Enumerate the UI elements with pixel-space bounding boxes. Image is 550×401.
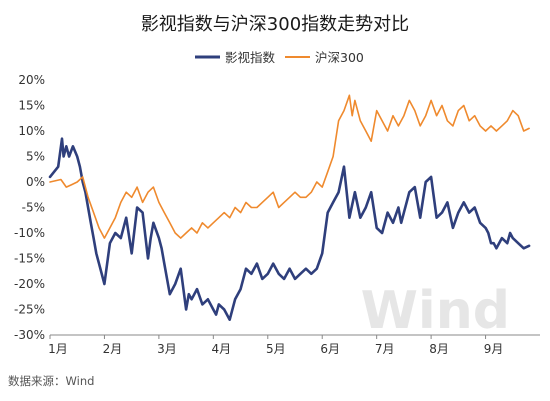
legend: 影视指数 沪深300 bbox=[195, 50, 364, 65]
x-tick-label: 2月 bbox=[103, 342, 123, 356]
y-tick-label: -20% bbox=[14, 277, 45, 291]
y-tick-label: 20% bbox=[18, 73, 45, 87]
x-tick-label: 7月 bbox=[375, 342, 395, 356]
legend-label-1: 影视指数 bbox=[225, 50, 276, 65]
y-tick-label: 10% bbox=[18, 124, 45, 138]
x-tick-label: 3月 bbox=[157, 342, 177, 356]
source-note: 数据来源：Wind bbox=[8, 374, 94, 388]
legend-label-2: 沪深300 bbox=[315, 50, 364, 65]
y-tick-label: -10% bbox=[14, 226, 45, 240]
y-tick-label: 15% bbox=[18, 99, 45, 113]
series-line-2 bbox=[49, 94, 530, 239]
series-line-1 bbox=[48, 137, 531, 321]
x-tick-label: 5月 bbox=[266, 342, 286, 356]
series-layer bbox=[48, 94, 531, 321]
y-axis: 20% 15% 10% 5% 0% -5% -10% -15% -20% -25% -30% bbox=[14, 73, 45, 342]
x-tick-label: 4月 bbox=[212, 342, 232, 356]
x-axis: 1月 2月 3月 4月 5月 6月 7月 8月 9月 bbox=[48, 334, 540, 356]
y-tick-label: 5% bbox=[26, 150, 45, 164]
y-tick-label: -30% bbox=[14, 328, 45, 342]
y-tick-label: -25% bbox=[14, 303, 45, 317]
x-tick-label: 6月 bbox=[320, 342, 340, 356]
y-tick-label: -15% bbox=[14, 252, 45, 266]
chart-title: 影视指数与沪深300指数走势对比 bbox=[141, 14, 409, 35]
x-tick-label: 9月 bbox=[484, 342, 504, 356]
x-tick-label: 1月 bbox=[48, 342, 68, 356]
y-tick-label: -5% bbox=[22, 201, 45, 215]
y-tick-label: 0% bbox=[26, 175, 45, 189]
x-tick-label: 8月 bbox=[429, 342, 449, 356]
watermark: Wind bbox=[361, 281, 510, 341]
